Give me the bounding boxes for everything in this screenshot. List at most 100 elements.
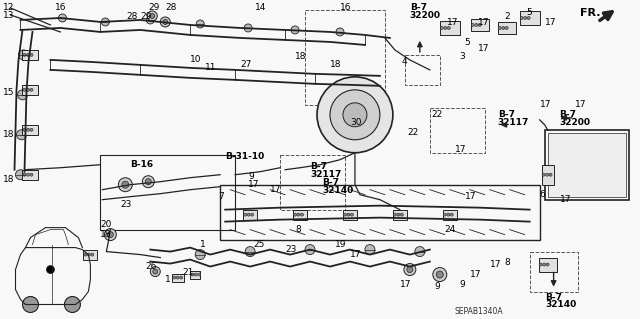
Text: 28: 28 <box>126 12 138 21</box>
Circle shape <box>546 263 549 266</box>
Text: 17: 17 <box>400 279 412 288</box>
Circle shape <box>194 273 197 276</box>
Text: 27: 27 <box>240 60 252 69</box>
Circle shape <box>104 229 116 241</box>
Circle shape <box>543 263 546 266</box>
Text: B-31-10: B-31-10 <box>225 152 264 161</box>
Text: 21: 21 <box>182 268 194 277</box>
Text: 32117: 32117 <box>498 118 529 127</box>
Bar <box>443 210 457 220</box>
Circle shape <box>30 53 33 56</box>
Circle shape <box>436 271 444 278</box>
Circle shape <box>47 265 54 274</box>
Circle shape <box>147 16 154 24</box>
Circle shape <box>251 213 253 216</box>
Text: 19: 19 <box>335 240 346 249</box>
Circle shape <box>101 18 109 26</box>
Text: 23: 23 <box>120 200 132 209</box>
Text: 17: 17 <box>545 18 556 27</box>
Text: 18: 18 <box>295 52 307 61</box>
Circle shape <box>176 276 179 279</box>
Circle shape <box>549 173 552 176</box>
Circle shape <box>317 77 393 153</box>
Circle shape <box>444 213 446 216</box>
Text: B-7: B-7 <box>559 110 577 119</box>
Circle shape <box>26 88 29 91</box>
Text: 17: 17 <box>540 100 551 109</box>
Circle shape <box>498 26 501 29</box>
Text: 6: 6 <box>540 190 545 199</box>
Text: 18: 18 <box>330 60 342 69</box>
Bar <box>440 21 460 35</box>
Circle shape <box>17 90 28 100</box>
Circle shape <box>88 253 90 256</box>
Text: 17: 17 <box>477 44 489 53</box>
Text: 8: 8 <box>295 225 301 234</box>
Bar <box>22 50 38 60</box>
Bar <box>539 257 557 271</box>
Bar <box>520 11 540 25</box>
Text: 14: 14 <box>255 3 266 12</box>
Circle shape <box>336 28 344 36</box>
Text: SEPAB1340A: SEPAB1340A <box>455 308 504 316</box>
Bar <box>393 210 407 220</box>
Bar <box>22 125 38 135</box>
Circle shape <box>118 178 132 192</box>
Text: B-7: B-7 <box>498 110 515 119</box>
Circle shape <box>244 213 246 216</box>
Text: 17: 17 <box>559 195 571 204</box>
Text: 2: 2 <box>505 12 510 21</box>
Circle shape <box>351 213 353 216</box>
Text: 17: 17 <box>465 192 476 201</box>
Circle shape <box>84 253 87 256</box>
Circle shape <box>471 24 474 26</box>
Circle shape <box>245 247 255 256</box>
Text: 22: 22 <box>432 110 443 119</box>
Circle shape <box>343 103 367 127</box>
Circle shape <box>108 232 113 238</box>
Circle shape <box>30 88 33 91</box>
Circle shape <box>475 24 477 26</box>
Circle shape <box>65 296 81 313</box>
Circle shape <box>22 296 38 313</box>
Text: 32117: 32117 <box>310 170 341 179</box>
Circle shape <box>433 268 447 282</box>
Text: 17: 17 <box>490 260 501 269</box>
Circle shape <box>297 213 300 216</box>
Text: 24: 24 <box>445 225 456 234</box>
Text: 18: 18 <box>3 175 14 184</box>
Text: 18: 18 <box>100 230 112 239</box>
Text: 5: 5 <box>527 8 532 17</box>
Circle shape <box>407 267 413 272</box>
Circle shape <box>447 26 451 29</box>
Text: 25: 25 <box>253 240 264 249</box>
Circle shape <box>397 213 400 216</box>
Text: 17: 17 <box>447 18 458 27</box>
Bar <box>190 271 200 278</box>
Bar <box>305 10 385 105</box>
Circle shape <box>15 170 26 180</box>
Bar <box>471 19 489 31</box>
Text: 13: 13 <box>3 11 14 20</box>
Circle shape <box>195 249 205 260</box>
Bar <box>498 22 516 34</box>
Circle shape <box>291 26 299 34</box>
Circle shape <box>26 128 29 131</box>
Text: 23: 23 <box>285 245 296 254</box>
Text: 17: 17 <box>270 185 282 194</box>
Bar <box>243 210 257 220</box>
Circle shape <box>150 267 160 277</box>
Text: 5: 5 <box>465 38 470 47</box>
Bar <box>172 274 184 282</box>
Text: 8: 8 <box>505 257 511 267</box>
Circle shape <box>23 128 26 131</box>
Circle shape <box>30 173 33 176</box>
Circle shape <box>401 213 403 216</box>
Bar <box>530 252 577 292</box>
Circle shape <box>142 176 154 188</box>
Bar <box>343 210 357 220</box>
Text: 9: 9 <box>248 172 254 181</box>
Circle shape <box>198 273 201 276</box>
Circle shape <box>191 273 194 276</box>
Circle shape <box>244 24 252 32</box>
